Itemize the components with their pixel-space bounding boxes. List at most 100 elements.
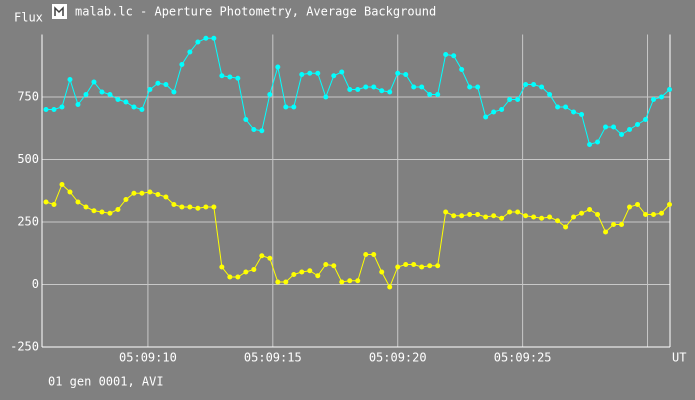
data-point bbox=[379, 88, 385, 94]
data-point bbox=[131, 104, 137, 110]
data-point bbox=[435, 92, 441, 97]
data-point bbox=[51, 202, 57, 207]
data-point bbox=[219, 73, 225, 79]
data-point bbox=[387, 89, 393, 95]
data-point bbox=[83, 204, 89, 210]
data-point bbox=[515, 209, 521, 215]
data-point bbox=[163, 194, 169, 200]
data-point bbox=[611, 124, 617, 130]
data-point bbox=[203, 204, 209, 210]
data-point bbox=[619, 222, 625, 227]
data-point bbox=[403, 262, 409, 267]
data-point bbox=[283, 104, 289, 110]
data-point bbox=[603, 124, 609, 130]
data-point bbox=[459, 213, 465, 219]
data-point bbox=[451, 213, 457, 219]
x-axis-label: UT bbox=[672, 351, 686, 365]
data-point bbox=[267, 255, 273, 261]
data-point bbox=[363, 84, 369, 90]
data-point bbox=[211, 204, 217, 210]
data-point bbox=[555, 104, 561, 110]
data-point bbox=[419, 264, 425, 270]
data-point bbox=[459, 67, 465, 72]
data-point bbox=[147, 189, 153, 195]
x-tick-label: 05:09:15 bbox=[244, 351, 302, 365]
data-point bbox=[443, 52, 449, 57]
data-point bbox=[291, 272, 297, 277]
data-point bbox=[659, 94, 665, 100]
status-text: 01 gen 0001, AVI bbox=[48, 375, 164, 389]
data-point bbox=[83, 92, 89, 97]
data-point bbox=[299, 269, 305, 275]
data-point bbox=[187, 204, 193, 210]
y-tick-label: 750 bbox=[17, 90, 39, 104]
data-point bbox=[179, 62, 185, 67]
data-point bbox=[355, 87, 361, 92]
data-point bbox=[451, 53, 457, 59]
data-point bbox=[579, 210, 585, 216]
x-tick-label: 05:09:25 bbox=[494, 351, 552, 365]
data-point bbox=[371, 252, 377, 257]
data-point bbox=[627, 127, 633, 132]
data-point bbox=[427, 92, 433, 97]
data-point bbox=[43, 199, 49, 205]
data-point bbox=[563, 224, 569, 230]
data-point bbox=[299, 72, 305, 77]
data-point bbox=[363, 252, 369, 257]
data-point bbox=[243, 269, 249, 275]
window-title: malab.lc - Aperture Photometry, Average … bbox=[75, 5, 436, 19]
data-point bbox=[531, 82, 537, 87]
data-point bbox=[651, 212, 657, 217]
data-point bbox=[67, 189, 73, 195]
app-icon-glyph bbox=[54, 6, 64, 16]
data-point bbox=[43, 107, 49, 112]
data-point bbox=[571, 109, 577, 115]
data-point bbox=[507, 209, 513, 215]
data-point bbox=[259, 253, 265, 259]
data-point bbox=[403, 72, 409, 77]
data-point bbox=[467, 212, 473, 217]
data-point bbox=[435, 263, 441, 269]
data-point bbox=[267, 92, 273, 97]
data-point bbox=[371, 84, 377, 90]
data-point bbox=[59, 182, 65, 187]
data-point bbox=[443, 209, 449, 215]
data-point bbox=[539, 84, 545, 90]
data-point bbox=[139, 190, 145, 196]
data-point bbox=[275, 64, 281, 70]
data-point bbox=[355, 278, 361, 284]
data-point bbox=[411, 262, 417, 267]
data-point bbox=[67, 77, 73, 82]
data-point bbox=[227, 74, 233, 80]
data-point bbox=[547, 92, 553, 97]
data-point bbox=[115, 97, 121, 102]
data-point bbox=[491, 109, 497, 115]
data-point bbox=[611, 222, 617, 227]
data-point bbox=[155, 192, 161, 197]
data-point bbox=[123, 99, 129, 105]
data-point bbox=[411, 84, 417, 90]
data-point bbox=[195, 205, 201, 211]
x-tick-label: 05:09:10 bbox=[119, 351, 177, 365]
data-point bbox=[291, 104, 297, 110]
x-tick-label: 05:09:20 bbox=[369, 351, 427, 365]
y-axis-label: Flux bbox=[14, 11, 43, 25]
data-point bbox=[651, 97, 657, 102]
y-tick-label: 250 bbox=[17, 215, 39, 229]
data-point bbox=[627, 204, 633, 210]
data-point bbox=[331, 73, 337, 79]
data-point bbox=[491, 213, 497, 219]
data-point bbox=[475, 212, 481, 217]
data-point bbox=[91, 208, 97, 214]
data-point bbox=[587, 207, 593, 212]
data-point bbox=[259, 128, 265, 134]
data-point bbox=[211, 35, 217, 41]
data-point bbox=[427, 263, 433, 269]
data-point bbox=[315, 273, 321, 279]
data-point bbox=[395, 70, 401, 76]
data-point bbox=[555, 218, 561, 224]
data-point bbox=[507, 97, 513, 102]
data-point bbox=[307, 268, 313, 274]
